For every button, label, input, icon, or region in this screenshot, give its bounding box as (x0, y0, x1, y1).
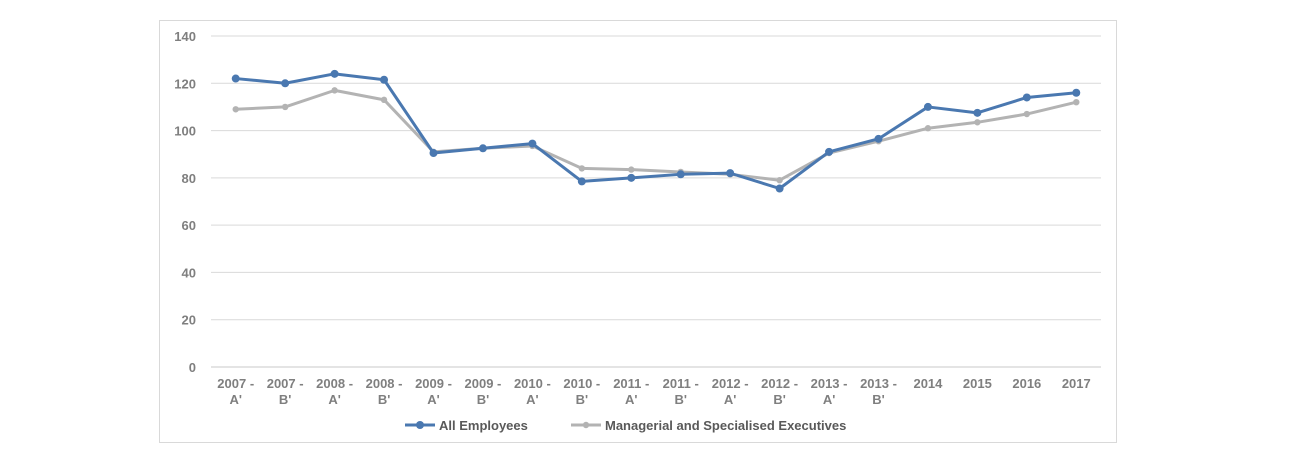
y-tick-label: 100 (174, 124, 196, 139)
data-point (825, 147, 834, 156)
data-point (231, 74, 240, 83)
data-point (974, 119, 981, 126)
data-point (578, 165, 586, 172)
data-point (528, 139, 537, 148)
x-tick-label: 2007 -A' (217, 376, 254, 407)
data-point (1023, 110, 1031, 118)
data-point (923, 102, 932, 111)
series-all-employees (231, 69, 1081, 193)
y-tick-label: 0 (189, 360, 196, 375)
x-tick-label: 2010 -A' (514, 376, 551, 407)
y-axis-ticks: 0 20 40 60 80 100 120 140 (174, 29, 196, 375)
x-tick-label: 2013 -A' (811, 376, 848, 407)
x-axis-ticks: 2007 -A' 2007 -B' 2008 -A' 2008 -B' 2009 -A'… (217, 376, 1090, 407)
data-point (874, 134, 883, 143)
data-point (628, 166, 635, 173)
x-tick-label: 2014 (913, 376, 943, 391)
data-point (232, 106, 239, 113)
y-tick-label: 120 (174, 76, 196, 91)
data-point (380, 96, 388, 104)
legend: All Employees Managerial and Specialised … (405, 418, 846, 433)
x-tick-label: 2016 (1012, 376, 1041, 391)
data-point (973, 108, 982, 117)
x-tick-label: 2012 -B' (761, 376, 798, 407)
x-tick-label: 2008 -A' (316, 376, 353, 407)
legend-marker (582, 421, 590, 429)
data-point (1072, 88, 1081, 97)
x-tick-label: 2007 -B' (267, 376, 304, 407)
y-tick-label: 40 (182, 265, 196, 280)
data-point (478, 144, 487, 153)
data-point (281, 79, 290, 88)
series-line (234, 88, 1078, 182)
legend-item-all-employees: All Employees (405, 418, 528, 433)
data-point (429, 149, 438, 158)
data-point (676, 170, 685, 179)
x-tick-label: 2009 -B' (465, 376, 502, 407)
data-point (577, 177, 586, 186)
x-tick-label: 2017 (1062, 376, 1091, 391)
x-tick-label: 2009 -A' (415, 376, 452, 407)
x-tick-label: 2013 -B' (860, 376, 897, 407)
y-tick-label: 60 (182, 218, 196, 233)
legend-label: Managerial and Specialised Executives (605, 418, 846, 433)
legend-marker (416, 421, 424, 429)
y-tick-label: 20 (182, 313, 196, 328)
x-tick-label: 2010 -B' (563, 376, 600, 407)
data-point (627, 173, 636, 182)
x-tick-label: 2011 -A' (613, 376, 649, 407)
series-line (234, 72, 1078, 190)
data-point (330, 69, 339, 78)
x-tick-label: 2011 -B' (663, 376, 699, 407)
x-tick-label: 2015 (963, 376, 992, 391)
line-chart: 0 20 40 60 80 100 120 140 2007 -A' 2007 -B' 2008 … (174, 29, 1101, 433)
series-managerial-executives (232, 87, 1080, 184)
grid-lines (211, 35, 1101, 368)
series-lines (231, 69, 1081, 193)
chart-frame: 0 20 40 60 80 100 120 140 2007 -A' 2007 -B' 2008 … (159, 20, 1117, 443)
legend-item-managerial-executives: Managerial and Specialised Executives (571, 418, 846, 433)
data-point (924, 125, 932, 132)
x-tick-label: 2008 -B' (366, 376, 403, 407)
data-point (726, 169, 735, 178)
y-tick-label: 140 (174, 29, 196, 44)
data-point (1022, 93, 1031, 102)
legend-label: All Employees (439, 418, 528, 433)
y-tick-label: 80 (182, 171, 196, 186)
x-tick-label: 2012 -A' (712, 376, 749, 407)
data-point (775, 184, 784, 193)
data-point (1073, 99, 1080, 106)
data-point (776, 177, 783, 184)
data-point (331, 87, 338, 94)
data-point (380, 75, 389, 84)
data-point (281, 103, 289, 111)
